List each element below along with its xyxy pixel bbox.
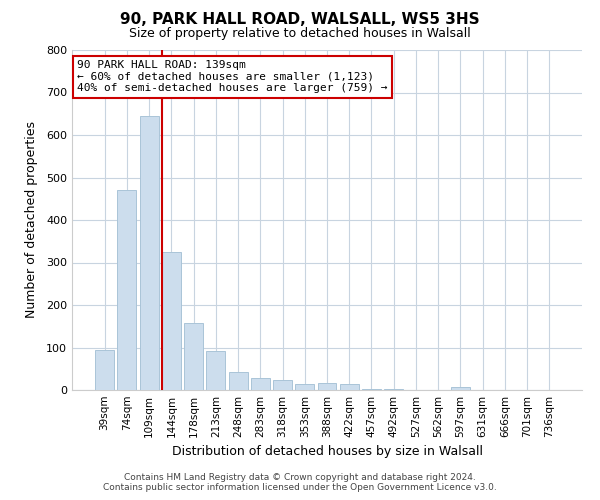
Bar <box>451 386 470 390</box>
Bar <box>317 383 337 390</box>
X-axis label: Distribution of detached houses by size in Walsall: Distribution of detached houses by size … <box>172 446 482 458</box>
Bar <box>184 323 203 390</box>
Bar <box>162 252 181 390</box>
Bar <box>362 388 381 390</box>
Bar <box>251 378 270 390</box>
Bar <box>95 350 114 390</box>
Text: 90, PARK HALL ROAD, WALSALL, WS5 3HS: 90, PARK HALL ROAD, WALSALL, WS5 3HS <box>120 12 480 28</box>
Y-axis label: Number of detached properties: Number of detached properties <box>25 122 38 318</box>
Bar <box>273 380 292 390</box>
Bar <box>229 372 248 390</box>
Bar <box>384 389 403 390</box>
Bar <box>140 116 158 390</box>
Text: Contains HM Land Registry data © Crown copyright and database right 2024.
Contai: Contains HM Land Registry data © Crown c… <box>103 473 497 492</box>
Text: Size of property relative to detached houses in Walsall: Size of property relative to detached ho… <box>129 28 471 40</box>
Text: 90 PARK HALL ROAD: 139sqm
← 60% of detached houses are smaller (1,123)
40% of se: 90 PARK HALL ROAD: 139sqm ← 60% of detac… <box>77 60 388 94</box>
Bar <box>340 384 359 390</box>
Bar <box>206 352 225 390</box>
Bar <box>118 190 136 390</box>
Bar <box>295 384 314 390</box>
